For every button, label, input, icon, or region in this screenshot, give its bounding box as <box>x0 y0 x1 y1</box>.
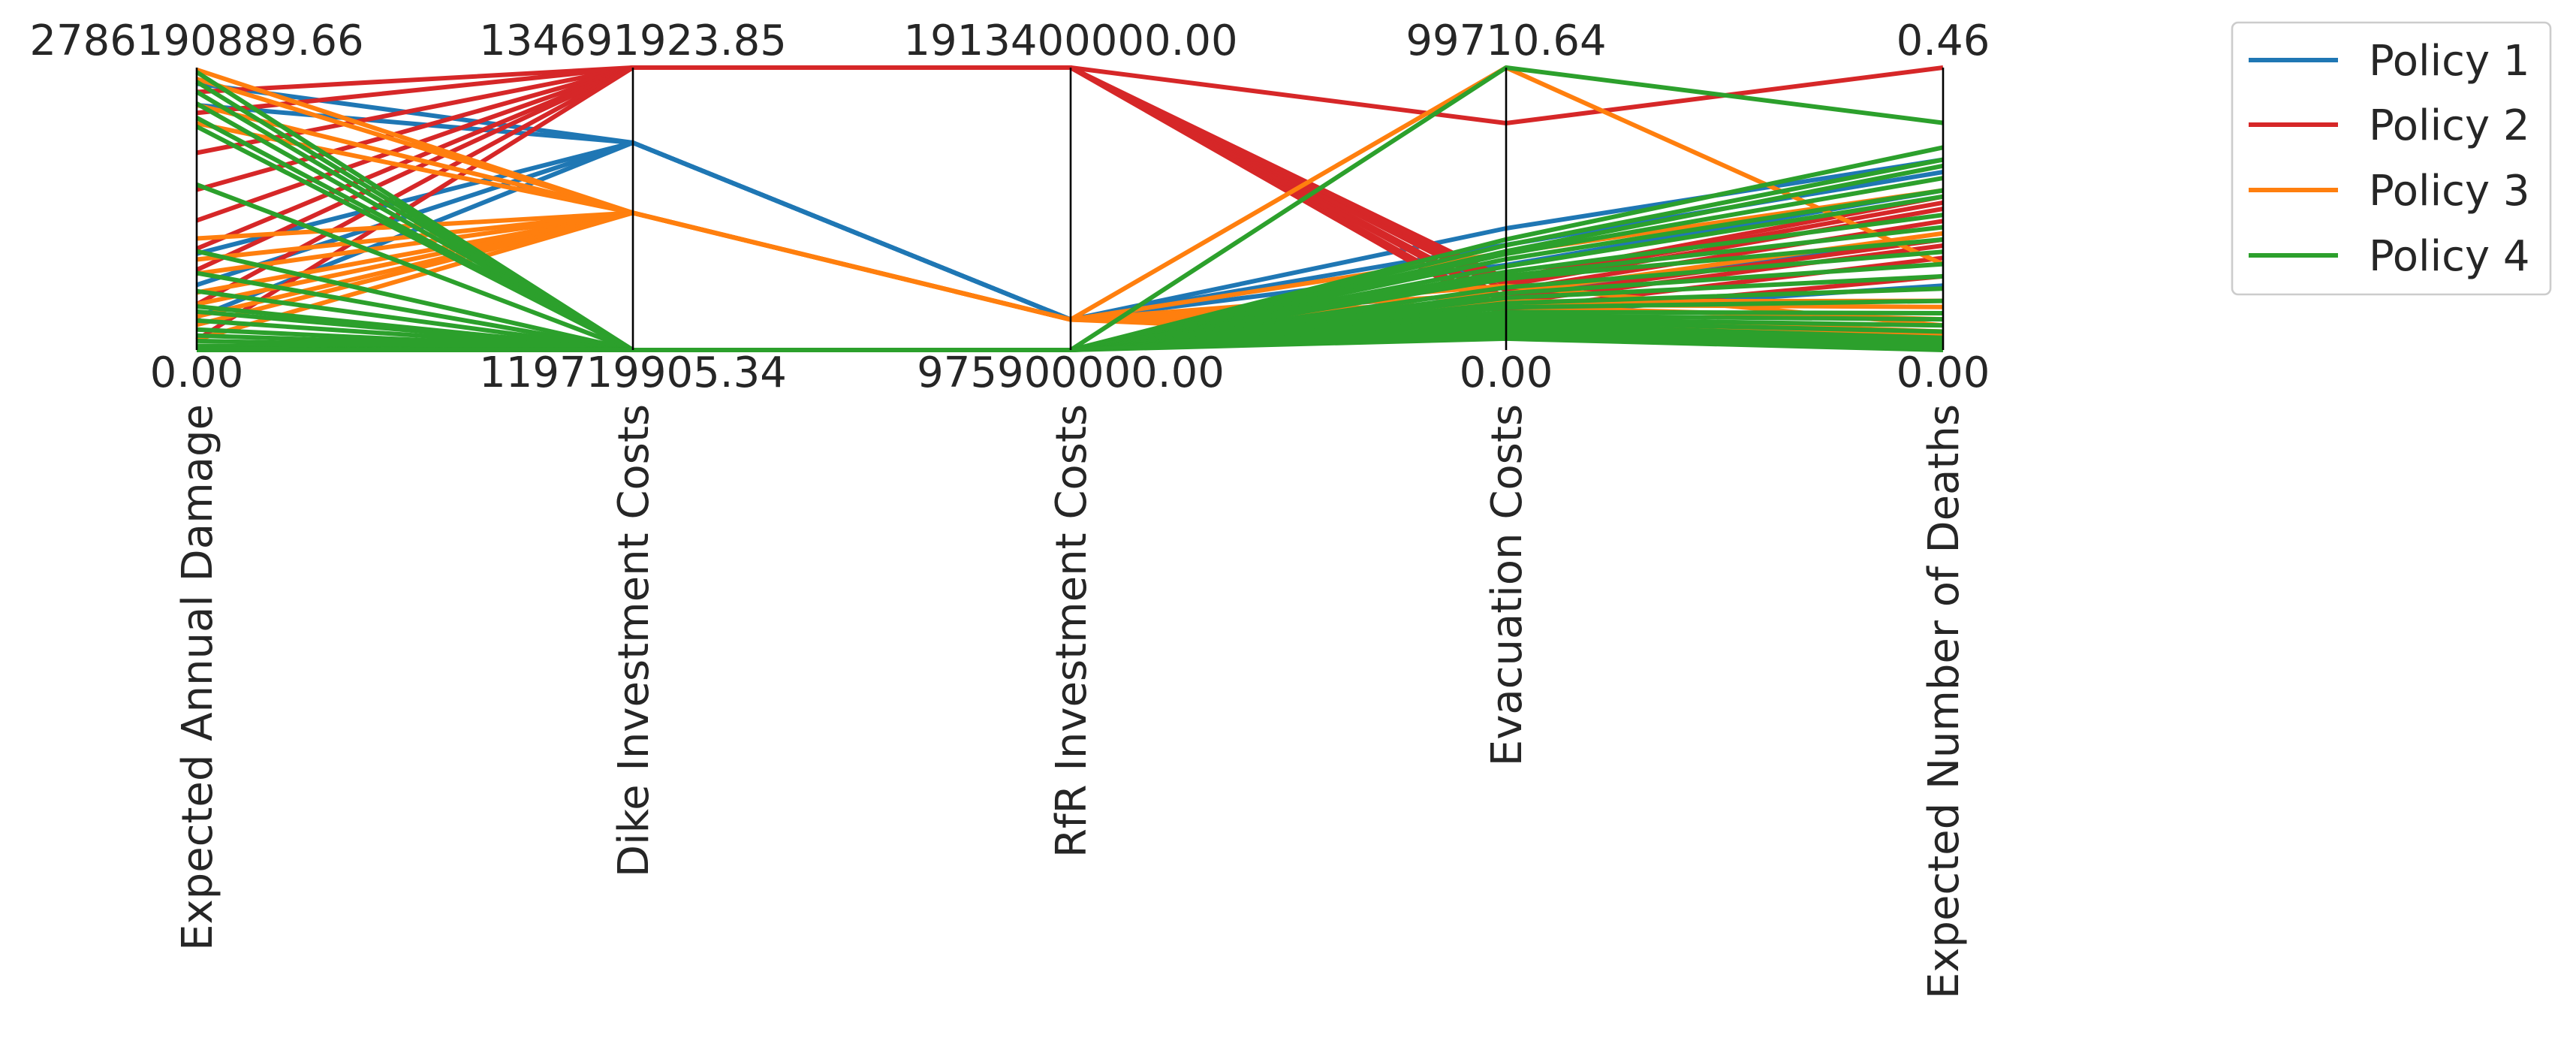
axis-max-label: 134691923.85 <box>479 17 787 65</box>
axis-min-label: 119719905.34 <box>479 349 787 397</box>
axis-title: RfR Investment Costs <box>1047 404 1096 858</box>
axis-min-label: 975900000.00 <box>917 349 1225 397</box>
legend-entry-policy-1: Policy 1 <box>2249 37 2530 86</box>
axis-min-label: 0.00 <box>150 349 244 397</box>
axis-min-label: 0.00 <box>1460 349 1553 397</box>
axis-title: Evacuation Costs <box>1483 404 1532 766</box>
legend-box <box>2231 21 2552 296</box>
axis-max-label: 0.46 <box>1897 17 1990 65</box>
axis-max-label: 1913400000.00 <box>903 17 1237 65</box>
axis-title: Expected Number of Deaths <box>1920 404 1969 999</box>
legend: Policy 1 Policy 2 Policy 3 Policy 4 <box>2231 21 2552 296</box>
legend-entry-policy-3: Policy 3 <box>2249 167 2530 216</box>
axis-min-label: 0.00 <box>1897 349 1990 397</box>
axes: 2786190889.66 0.00 Expected Annual Damage 1… <box>29 17 1990 999</box>
axis-title: Dike Investment Costs <box>610 404 658 877</box>
legend-entry-policy-4: Policy 4 <box>2249 232 2530 281</box>
legend-entry-policy-2: Policy 2 <box>2249 101 2530 150</box>
legend-label: Policy 4 <box>2369 232 2530 281</box>
axis-max-label: 99710.64 <box>1406 17 1606 65</box>
legend-label: Policy 2 <box>2369 101 2530 150</box>
axis-max-label: 2786190889.66 <box>29 17 363 65</box>
legend-label: Policy 1 <box>2369 37 2530 86</box>
axis-title: Expected Annual Damage <box>173 404 222 951</box>
legend-label: Policy 3 <box>2369 167 2530 216</box>
